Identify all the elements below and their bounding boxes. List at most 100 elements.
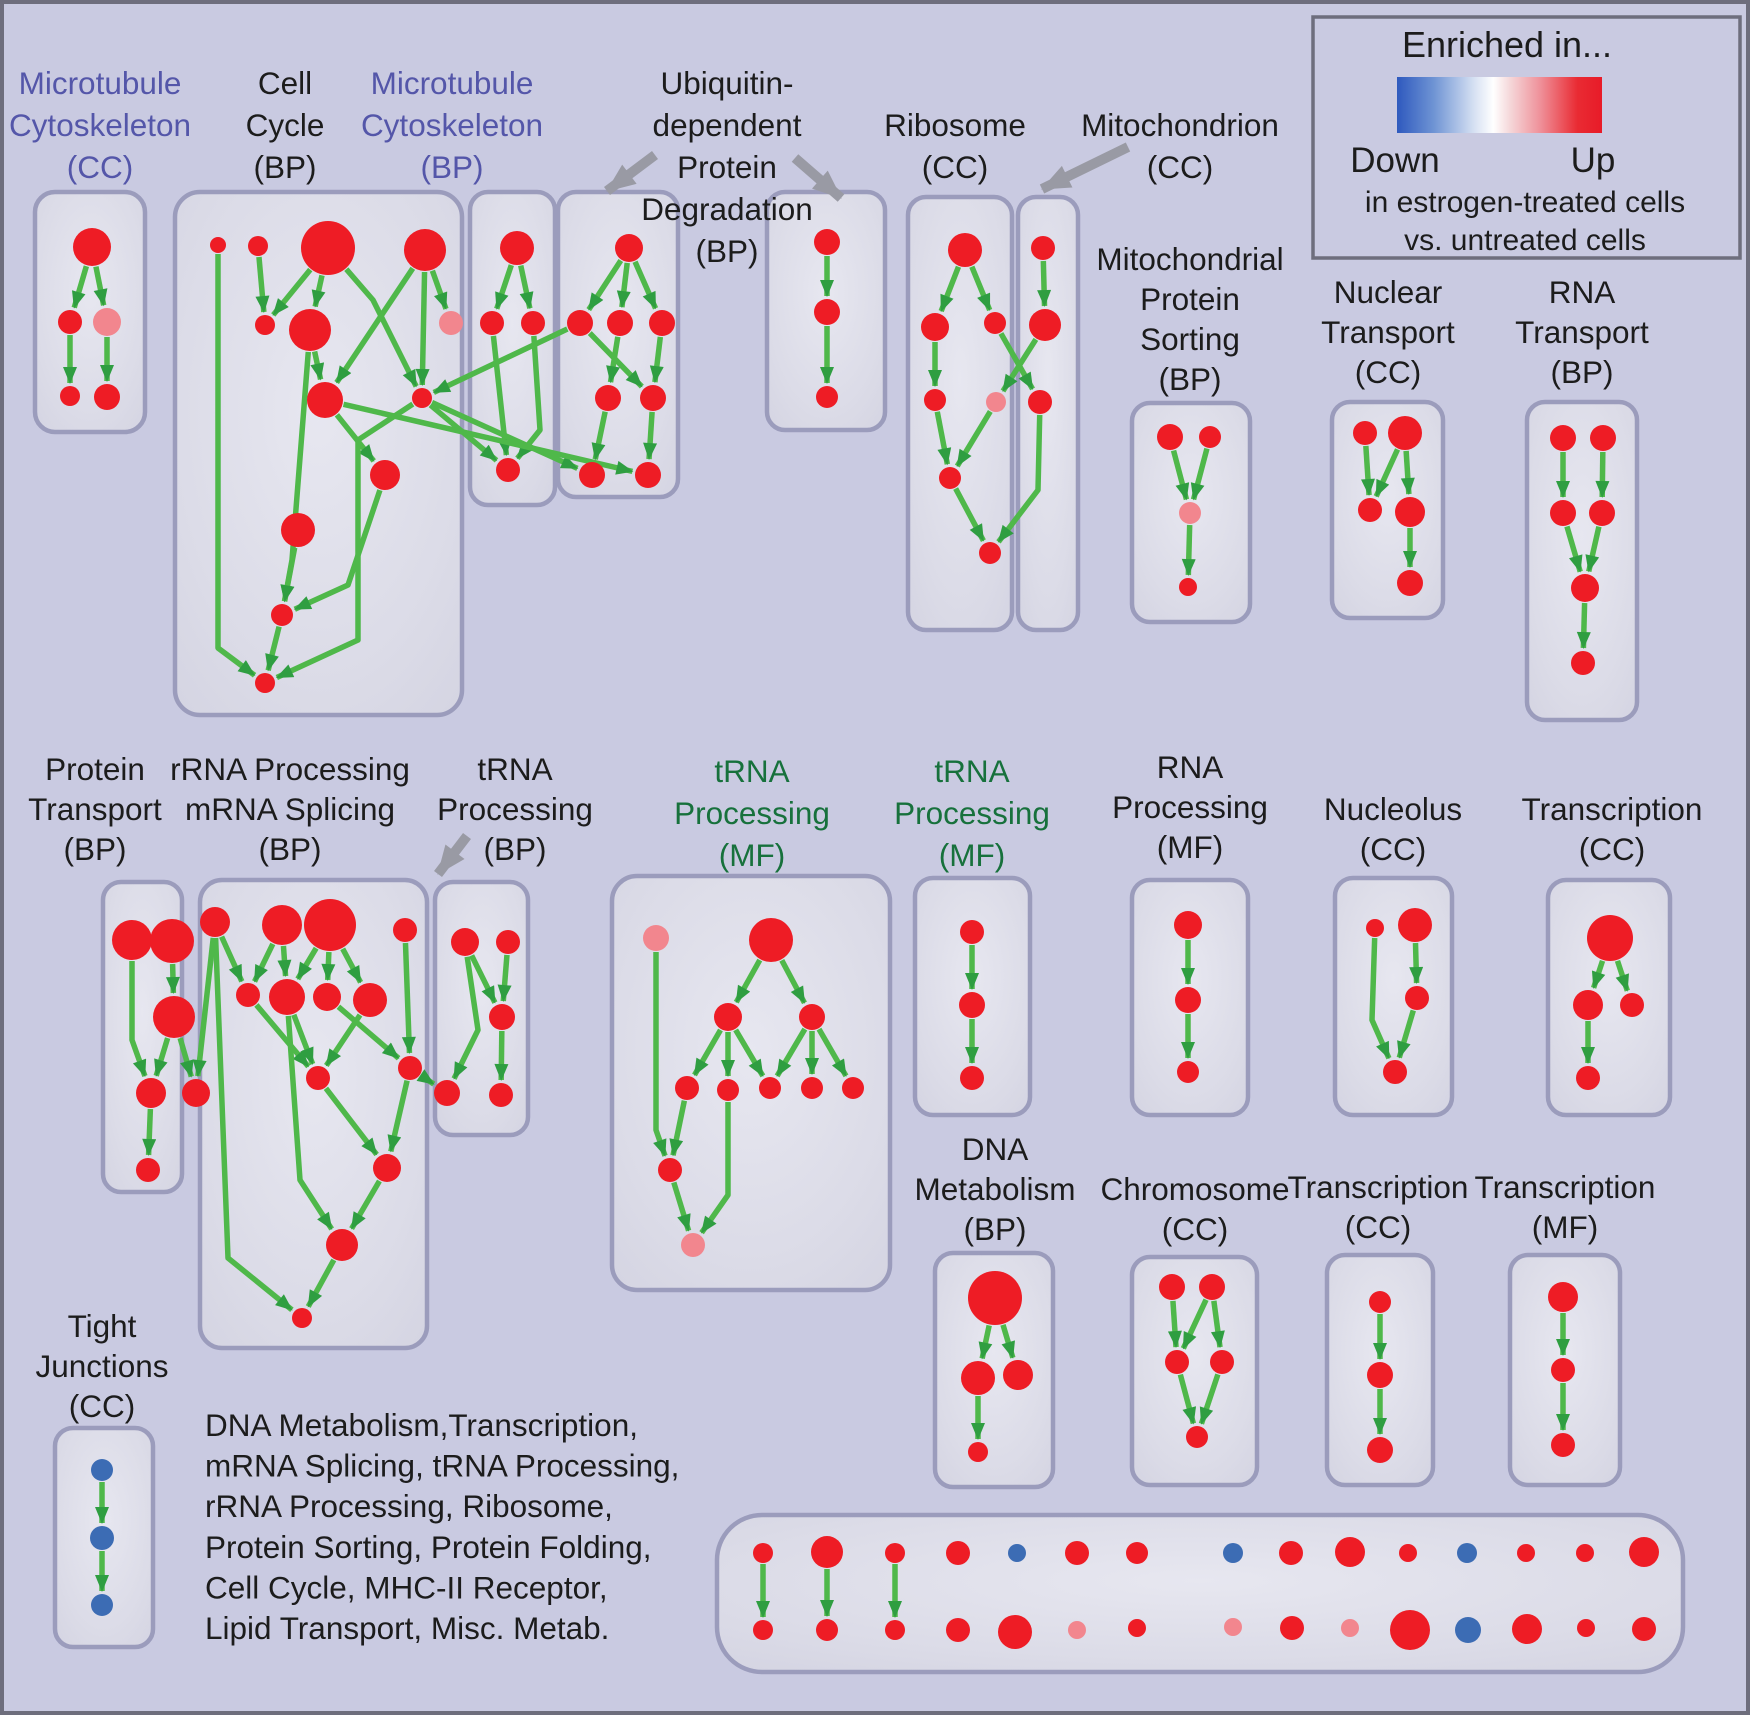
cluster-label-transcription-cc-row2: Transcription (CC) xyxy=(1522,791,1703,867)
go-term-node-rr4 xyxy=(1576,1066,1600,1090)
go-term-node-t2 xyxy=(1199,1274,1225,1300)
edge-s1-s3 xyxy=(1000,1324,1016,1359)
cluster-label-nucleolus-cc: Nucleolus (CC) xyxy=(1324,791,1462,867)
go-term-node-cc3 xyxy=(301,221,355,275)
edge-i2-i3 xyxy=(1373,448,1401,498)
cluster-label-trna-processing-mf-small: tRNA Processing (MF) xyxy=(894,753,1050,873)
go-term-node-st10t xyxy=(1335,1537,1365,1567)
go-term-node-t4 xyxy=(1210,1350,1234,1374)
edge-L7-L10 xyxy=(336,1004,401,1061)
cluster-label-protein-transport-bp: Protein Transport (BP) xyxy=(28,751,162,867)
go-term-node-cc11 xyxy=(281,513,315,547)
go-term-node-cc8 xyxy=(307,382,343,418)
edge-i1-i3 xyxy=(1361,445,1375,497)
go-term-node-L9 xyxy=(306,1066,330,1090)
cluster-label-transcription-cc-row3: Transcription (CC) xyxy=(1288,1169,1469,1245)
go-term-node-h4 xyxy=(1179,578,1197,596)
edge-t2-t3 xyxy=(1180,1298,1209,1350)
mixed-terms-annotation: DNA Metabolism,Transcription, mRNA Splici… xyxy=(205,1407,679,1646)
go-term-node-r4 xyxy=(924,389,946,411)
go-term-node-uu3 xyxy=(1367,1437,1393,1463)
go-term-node-r3 xyxy=(984,312,1006,334)
edge-n4-n9 xyxy=(816,1027,849,1078)
go-term-node-r5 xyxy=(986,392,1006,412)
go-term-node-vv3 xyxy=(1551,1433,1575,1457)
cluster-box-mitochondrion-cc xyxy=(1015,194,1081,633)
go-term-node-i3 xyxy=(1358,498,1382,522)
go-term-node-st15b xyxy=(1632,1617,1656,1641)
go-term-node-n7 xyxy=(759,1077,781,1099)
go-term-node-n4 xyxy=(799,1004,825,1030)
go-term-node-st8t xyxy=(1223,1543,1243,1563)
edge-i2-i4 xyxy=(1400,450,1415,496)
go-term-node-L4 xyxy=(393,918,417,942)
cluster-label-trna-processing-mf-large: tRNA Processing (MF) xyxy=(674,753,830,873)
edge-L9-L11 xyxy=(323,1086,379,1157)
label-callout-arrow-1 xyxy=(604,151,658,195)
go-term-node-a2 xyxy=(58,310,82,334)
go-term-node-k6 xyxy=(136,1158,160,1182)
go-term-node-r2 xyxy=(921,313,949,341)
cluster-label-rna-transport-bp: RNA Transport (BP) xyxy=(1515,274,1649,390)
cluster-label-trna-processing-bp: tRNA Processing (BP) xyxy=(437,751,593,867)
edge-L2-L6 xyxy=(277,945,292,978)
go-term-node-n9 xyxy=(842,1077,864,1099)
go-term-node-i5 xyxy=(1397,570,1423,596)
go-term-node-u2 xyxy=(567,310,593,336)
go-term-node-n8 xyxy=(801,1077,823,1099)
edge-cc8-cc10 xyxy=(334,413,376,463)
go-term-node-st4b xyxy=(946,1618,970,1642)
edge-s1-s2 xyxy=(978,1324,993,1360)
cluster-box-transcription-cc-row2 xyxy=(1545,877,1673,1118)
go-term-node-st5b xyxy=(998,1615,1032,1649)
go-term-node-a5 xyxy=(94,384,120,410)
go-term-node-s2 xyxy=(961,1361,995,1395)
go-term-node-cc7 xyxy=(439,311,463,335)
edge-r4-r6 xyxy=(934,411,952,466)
cluster-label-rrna-processing-mrna-splicing-bp: rRNA Processing mRNA Splicing (BP) xyxy=(170,751,410,867)
go-term-node-o3 xyxy=(960,1066,984,1090)
cluster-label-chromosome-cc: Chromosome (CC) xyxy=(1100,1171,1289,1247)
cluster-label-cell-cycle-bp: Cell Cycle (BP) xyxy=(246,65,325,185)
legend-title: Enriched in... xyxy=(1402,24,1612,65)
go-term-node-q3 xyxy=(1405,986,1429,1010)
go-term-node-w1 xyxy=(91,1459,113,1481)
edge-r1-r2 xyxy=(938,265,962,313)
go-term-node-L5 xyxy=(236,983,260,1007)
go-term-node-t1 xyxy=(1159,1274,1185,1300)
edge-cc10-cc12 xyxy=(293,489,383,612)
go-term-node-n1 xyxy=(643,925,669,951)
go-term-node-mm4 xyxy=(434,1080,460,1106)
edge-u6-u8 xyxy=(643,411,658,461)
go-term-node-st11t xyxy=(1399,1544,1417,1562)
go-term-node-st2t xyxy=(811,1536,843,1568)
go-term-node-mm1 xyxy=(451,928,479,956)
edge-r1-r3 xyxy=(969,265,993,312)
go-term-node-cc10 xyxy=(370,460,400,490)
go-term-node-cc6 xyxy=(289,309,331,351)
go-term-node-k1 xyxy=(112,920,152,960)
legend-up-label: Up xyxy=(1571,141,1616,180)
cross-edge-r3-g3 xyxy=(998,332,1035,391)
go-term-node-j3 xyxy=(1550,500,1576,526)
go-term-node-h3 xyxy=(1179,502,1201,524)
go-term-node-uu1 xyxy=(1369,1291,1391,1313)
go-term-node-L7 xyxy=(313,983,341,1011)
go-term-node-o1 xyxy=(960,920,984,944)
go-term-node-a1 xyxy=(73,228,111,266)
edge-cc1-cc13 xyxy=(215,254,257,678)
go-term-node-k2 xyxy=(150,919,194,963)
go-term-node-n2 xyxy=(749,918,793,962)
go-term-node-s1 xyxy=(968,1271,1022,1325)
go-term-node-st10b xyxy=(1341,1619,1359,1637)
edge-L6-L12 xyxy=(285,1015,334,1231)
edge-mm3-mm5 xyxy=(494,1030,509,1082)
go-term-node-h2 xyxy=(1199,426,1221,448)
cluster-box-trna-processing-mf-large xyxy=(609,873,893,1293)
cluster-label-ubiquitin-degradation-bp-1: Ubiquitin-dependent Protein Degradation (BP… xyxy=(641,65,813,269)
cluster-label-microtubule-cytoskeleton-cc: Microtubule Cytoskeleton (CC) xyxy=(9,65,191,185)
go-term-node-g1 xyxy=(1031,236,1055,260)
go-term-node-a4 xyxy=(60,386,80,406)
go-term-node-L11 xyxy=(373,1154,401,1182)
